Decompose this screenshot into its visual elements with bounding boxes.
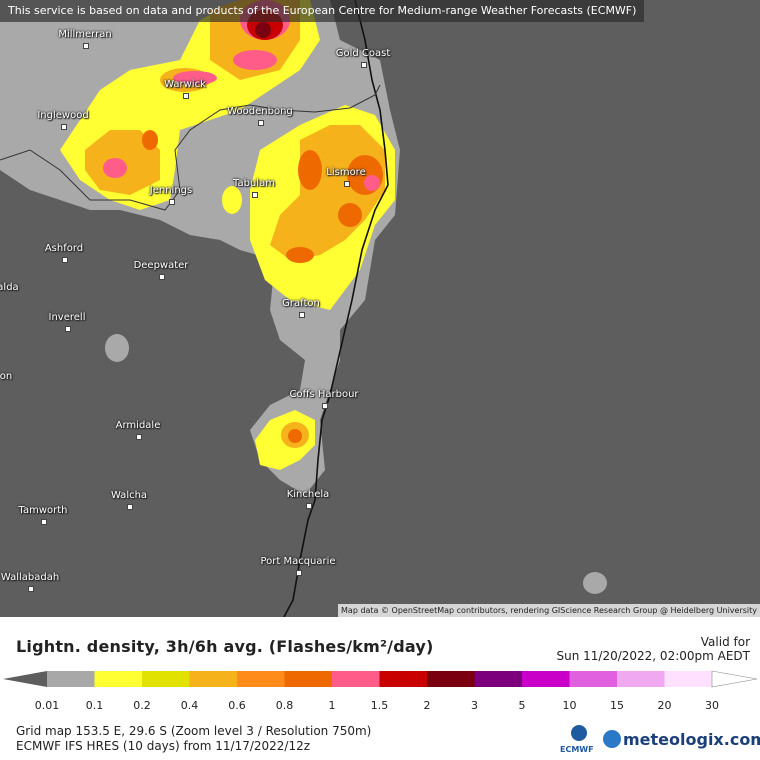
- ecmwf-notice: This service is based on data and produc…: [0, 0, 645, 22]
- scale-tick-label: 15: [610, 699, 624, 712]
- map-attribution[interactable]: Map data © OpenStreetMap contributors, r…: [338, 604, 760, 617]
- lightning-area-maroon: [255, 22, 271, 38]
- legend-title: Lightn. density, 3h/6h avg. (Flashes/km²…: [16, 637, 434, 656]
- color-scale: [3, 670, 758, 688]
- scale-swatch: [142, 671, 190, 687]
- scale-tick-label: 0.4: [180, 699, 199, 712]
- scale-tick-label: 0.2: [133, 699, 151, 712]
- scale-swatch: [379, 671, 427, 687]
- scale-tick-label: 1: [328, 699, 336, 712]
- scale-tick-label: 2: [423, 699, 431, 712]
- scale-swatch: [569, 671, 617, 687]
- scale-tick-label: 0.8: [275, 699, 294, 712]
- meteologix-logo[interactable]: meteologix.com: [603, 730, 760, 749]
- grid-info: Grid map 153.5 E, 29.6 S (Zoom level 3 /…: [16, 724, 372, 738]
- scale-swatch: [237, 671, 285, 687]
- ecmwf-logo: ECMWF: [560, 725, 600, 757]
- scale-tick-label: 0.1: [85, 699, 104, 712]
- scale-swatch: [284, 671, 332, 687]
- scale-swatch: [94, 671, 142, 687]
- map-legend: Lightn. density, 3h/6h avg. (Flashes/km²…: [0, 617, 760, 760]
- scale-tick-label: 0.6: [228, 699, 246, 712]
- scale-tick-label: 10: [562, 699, 577, 712]
- scale-swatch: [189, 671, 237, 687]
- scale-swatch: [474, 671, 522, 687]
- scale-swatch: [47, 671, 95, 687]
- scale-tick-label: 1.5: [370, 699, 389, 712]
- coastline: [283, 0, 389, 617]
- scale-swatch: [427, 671, 475, 687]
- map-canvas: [0, 0, 607, 617]
- model-info: ECMWF IFS HRES (10 days) from 11/17/2022…: [16, 739, 311, 753]
- scale-swatch: [522, 671, 570, 687]
- scale-tick-label: 3: [471, 699, 478, 712]
- scale-swatch: [617, 671, 665, 687]
- scale-right-arrow: [711, 670, 758, 688]
- scale-tick-label: 20: [657, 699, 672, 712]
- meteologix-icon: [603, 730, 621, 748]
- scale-swatch: [332, 671, 380, 687]
- state-border: [0, 84, 381, 211]
- valid-label: Valid for: [700, 635, 750, 649]
- scale-swatch: [664, 671, 712, 687]
- valid-time: Sun 11/20/2022, 02:00pm AEDT: [556, 649, 751, 663]
- scale-tick-label: 0.01: [34, 699, 60, 712]
- scale-tick-label: 5: [518, 699, 526, 712]
- scale-tick-label: 30: [705, 699, 719, 712]
- scale-left-arrow: [3, 671, 47, 687]
- weather-map[interactable]: This service is based on data and produc…: [0, 0, 760, 617]
- ecmwf-globe-icon: [571, 725, 587, 741]
